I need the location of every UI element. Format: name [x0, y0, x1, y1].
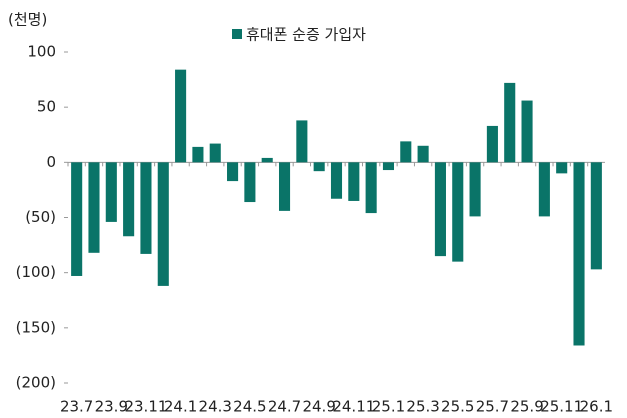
x-tick-label: 25.5	[441, 398, 474, 416]
bar	[348, 162, 360, 201]
y-tick-label: (100)	[16, 263, 56, 281]
bar	[590, 162, 602, 270]
bar	[278, 162, 291, 211]
bar	[382, 162, 395, 171]
bar	[469, 162, 481, 217]
x-tick-label: 25.1	[372, 398, 405, 416]
legend-swatch	[232, 29, 242, 39]
x-tick-label: 25.9	[510, 398, 543, 416]
y-tick-label: 50	[37, 98, 56, 116]
bar	[330, 162, 343, 199]
y-tick-label: 0	[46, 153, 56, 171]
y-tick-label: (200)	[16, 374, 56, 392]
bar	[452, 162, 464, 262]
bar	[296, 120, 308, 163]
x-tick-label: 24.3	[199, 398, 232, 416]
x-tick-label: 26.1	[580, 398, 613, 416]
bar	[521, 100, 533, 163]
x-tick-label: 23.9	[95, 398, 128, 416]
x-tick-label: 25.7	[476, 398, 509, 416]
y-tick-label: (150)	[16, 318, 56, 336]
bar	[538, 162, 550, 217]
x-tick-label: 24.9	[302, 398, 335, 416]
x-tick-label: 23.11	[124, 398, 167, 416]
bar	[365, 162, 377, 214]
bar	[192, 146, 204, 163]
bar	[209, 143, 221, 163]
bar	[504, 82, 516, 163]
bar	[105, 162, 117, 222]
bar	[140, 162, 152, 254]
y-tick-label: (50)	[25, 208, 56, 226]
x-tick-label: 24.7	[268, 398, 301, 416]
bar	[227, 162, 239, 182]
bar	[175, 69, 187, 163]
x-tick-label: 25.3	[406, 398, 439, 416]
x-tick-label: 25.11	[540, 398, 583, 416]
bar	[434, 162, 446, 257]
bar	[486, 125, 498, 163]
legend-label: 휴대폰 순증 가입자	[246, 26, 366, 44]
bar	[244, 162, 256, 203]
bar	[400, 141, 412, 163]
bar	[123, 162, 135, 237]
x-tick-label: 24.1	[164, 398, 197, 416]
unit-label: (천명)	[8, 11, 47, 29]
bar	[261, 157, 273, 163]
bar	[71, 162, 83, 276]
bar	[417, 145, 429, 163]
y-tick-label: 100	[27, 43, 56, 61]
bar	[157, 162, 169, 286]
x-tick-label: 24.11	[332, 398, 375, 416]
bar	[88, 162, 100, 253]
bar	[573, 162, 585, 346]
bar	[556, 162, 568, 174]
x-tick-label: 23.7	[60, 398, 93, 416]
x-tick-label: 24.5	[233, 398, 266, 416]
bar	[313, 162, 325, 172]
